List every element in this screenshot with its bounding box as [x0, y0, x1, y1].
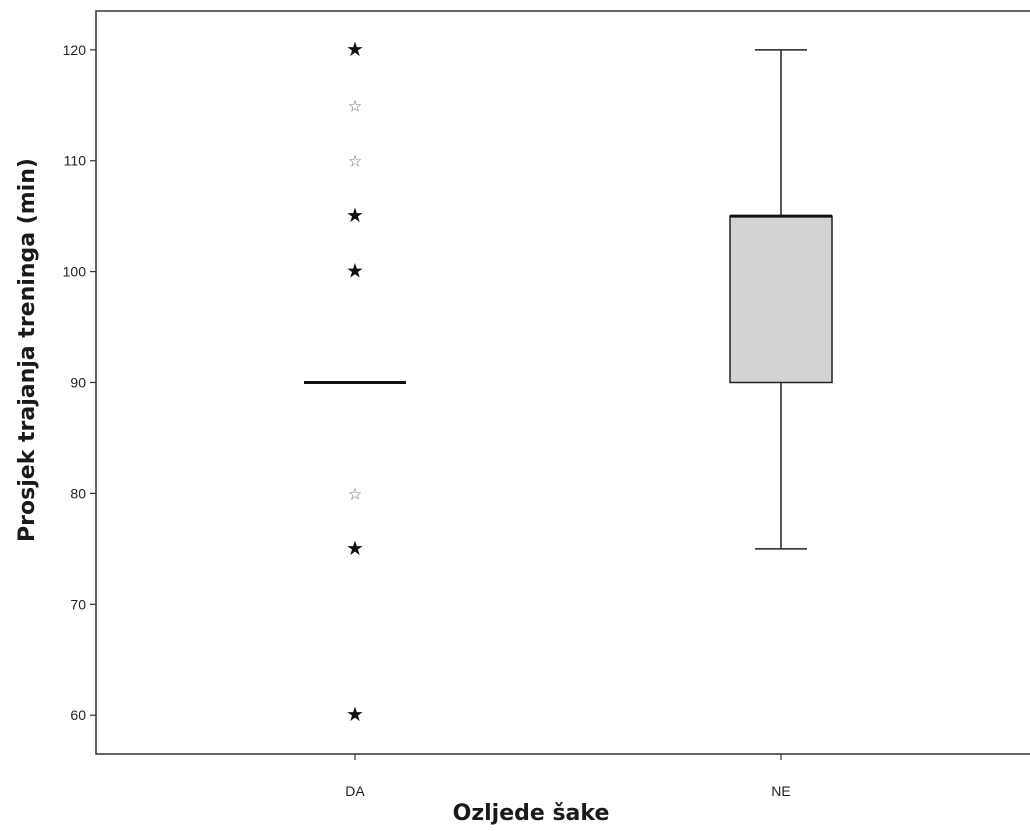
extreme-outlier-point: ★	[346, 259, 364, 283]
extreme-outlier-point: ★	[346, 536, 364, 560]
y-axis-title: Prosjek trajanja treninga (min)	[15, 158, 40, 542]
outlier-point: ☆	[348, 96, 362, 115]
plot-frame	[95, 10, 1030, 755]
y-tick-label: 80	[70, 485, 86, 501]
y-tick-label: 60	[70, 707, 86, 723]
y-tick-label: 110	[64, 153, 87, 169]
extreme-outlier-point: ★	[346, 203, 364, 227]
y-axis-ticks: 60 70 80 90 100 110 120	[63, 42, 96, 723]
x-tick-label: NE	[771, 783, 790, 799]
x-axis-ticks: DA NE	[345, 754, 791, 799]
box-da: ★ ☆ ☆ ★ ★ ☆ ★ ★	[304, 37, 406, 726]
x-tick-label: DA	[345, 783, 365, 799]
outlier-point: ☆	[348, 152, 362, 171]
box-ne	[729, 49, 833, 550]
y-tick-label: 120	[63, 42, 87, 58]
boxes-layer: ★ ☆ ☆ ★ ★ ☆ ★ ★	[304, 37, 833, 726]
y-tick-label: 70	[70, 596, 86, 612]
iqr-box	[729, 215, 833, 384]
outlier-point: ☆	[348, 484, 362, 503]
extreme-outlier-point: ★	[346, 702, 364, 726]
y-tick-label: 100	[63, 264, 87, 280]
extreme-outlier-point: ★	[346, 37, 364, 61]
y-tick-label: 90	[70, 375, 86, 391]
x-axis-title: Ozljede šake	[453, 801, 610, 826]
